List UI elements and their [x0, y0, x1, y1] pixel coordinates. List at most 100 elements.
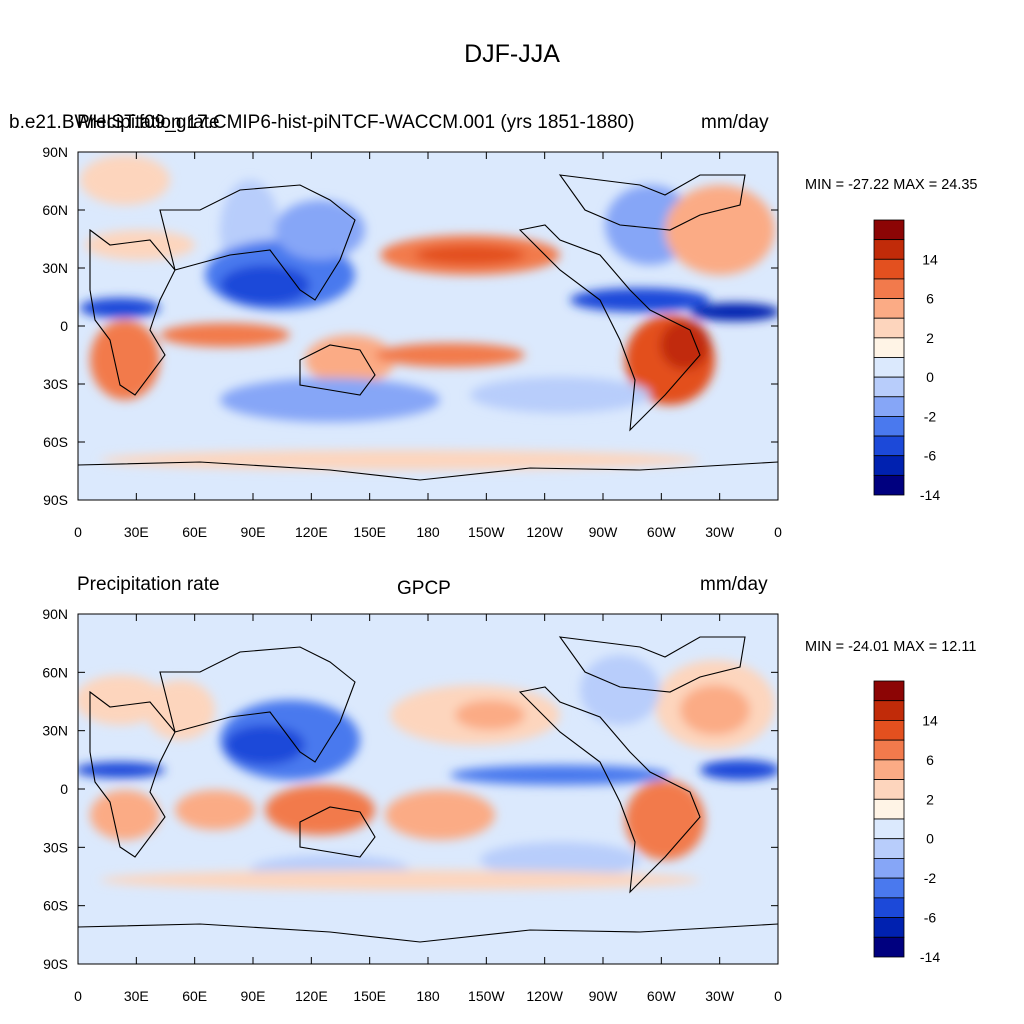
y-tick-label: 90N [42, 606, 68, 622]
y-tick-label: 0 [60, 781, 68, 797]
colorbar-swatch [873, 455, 905, 476]
colorbar-swatch [873, 877, 905, 899]
colorbar-label: -14 [920, 487, 940, 503]
y-tick-label: 60N [42, 202, 68, 218]
colorbar-swatch [873, 720, 905, 741]
colorbar-swatch [873, 317, 905, 339]
x-tick-label: 60W [647, 524, 677, 540]
colorbar-swatch [873, 298, 905, 319]
y-tick-label: 60S [43, 434, 68, 450]
x-tick-label: 60E [182, 524, 207, 540]
x-tick-label: 150W [468, 988, 505, 1004]
panel1-variable-overlay: Precipitation rate [77, 112, 220, 133]
colorbar-label: 14 [922, 712, 938, 728]
colorbar-swatch [873, 700, 905, 721]
x-tick-label: 0 [774, 988, 782, 1004]
y-tick-label: 90N [42, 144, 68, 160]
y-tick-label: 30S [43, 839, 68, 855]
y-tick-label: 60N [42, 664, 68, 680]
colorbar-label: -6 [924, 910, 937, 926]
colorbar-label: 2 [926, 330, 934, 346]
panel1-minmax: MIN = -27.22 MAX = 24.35 [805, 177, 978, 193]
panel2-center-title: GPCP [397, 578, 451, 599]
colorbar-swatch [873, 239, 905, 260]
y-tick-label: 30N [42, 260, 68, 276]
colorbar-swatch [873, 759, 905, 780]
colorbar-label: -14 [920, 949, 940, 965]
y-tick-label: 90S [43, 492, 68, 508]
colorbar-label: -6 [924, 448, 937, 464]
x-tick-label: 150W [468, 524, 505, 540]
y-tick-label: 30N [42, 723, 68, 739]
x-tick-label: 180 [416, 988, 440, 1004]
colorbar-swatch [873, 680, 905, 702]
y-tick-label: 30S [43, 376, 68, 392]
colorbar-swatch [873, 357, 905, 378]
panel1-axes: 0 30E 60E 90E 120E 150E 180 150W 120W 90W 60W 30W 09… [42, 144, 782, 540]
panel2-map [78, 614, 778, 964]
x-tick-label: 150E [353, 988, 386, 1004]
colorbar-label: 6 [926, 752, 934, 768]
x-tick-label: 120E [295, 524, 328, 540]
colorbar-swatch [873, 858, 905, 879]
colorbar-label: 0 [926, 369, 934, 385]
y-tick-label: 60S [43, 898, 68, 914]
colorbar-swatch [873, 416, 905, 437]
x-tick-label: 60W [647, 988, 677, 1004]
panel2-colorbar: 14 6 2 0 -2 -6 -14 [873, 680, 940, 965]
x-tick-label: 120E [295, 988, 328, 1004]
colorbar-swatch [873, 258, 905, 280]
x-tick-label: 30W [705, 524, 735, 540]
colorbar-swatch [873, 779, 905, 800]
x-tick-label: 120W [526, 988, 563, 1004]
panel1-coastlines [78, 174, 778, 481]
x-tick-label: 180 [416, 524, 440, 540]
main-title: DJF-JJA [464, 40, 560, 68]
x-tick-label: 90W [589, 988, 619, 1004]
colorbar-swatch [873, 396, 905, 417]
colorbar-label: 2 [926, 791, 934, 807]
x-tick-label: 150E [353, 524, 386, 540]
panel2-right-title: mm/day [700, 574, 768, 595]
colorbar-swatch [873, 838, 905, 859]
colorbar-swatch [873, 798, 905, 820]
colorbar-swatch [873, 818, 905, 840]
colorbar-swatch [873, 376, 905, 398]
colorbar-label: 0 [926, 831, 934, 847]
colorbar-swatch [873, 936, 905, 958]
colorbar-swatch [873, 337, 905, 358]
x-tick-label: 0 [774, 524, 782, 540]
panel1-units-overlay: mm/day [701, 112, 769, 133]
panel2-left-title: Precipitation rate [77, 574, 220, 595]
colorbar-label: -2 [924, 870, 937, 886]
x-tick-label: 90W [589, 524, 619, 540]
x-tick-label: 120W [526, 524, 563, 540]
colorbar-label: 6 [926, 291, 934, 307]
x-tick-label: 60E [182, 988, 207, 1004]
panel2-minmax: MIN = -24.01 MAX = 12.11 [805, 639, 977, 655]
colorbar-swatch [873, 739, 905, 761]
x-tick-label: 0 [74, 524, 82, 540]
colorbar-swatch [873, 435, 905, 457]
panel2-axes: 0 30E 60E 90E 120E 150E 180 150W 120W 90W 60W 30W 09… [42, 606, 782, 1004]
panel1-colorbar: 14 6 2 0 -2 -6 -14 [873, 219, 940, 503]
colorbar-swatch [873, 897, 905, 918]
y-tick-label: 0 [60, 318, 68, 334]
x-tick-label: 90E [241, 524, 266, 540]
panel2-coastlines [78, 636, 778, 943]
colorbar-label: -2 [924, 408, 937, 424]
colorbar-swatch [873, 219, 905, 241]
colorbar-swatch [873, 917, 905, 938]
x-tick-label: 90E [241, 988, 266, 1004]
colorbar-swatch [873, 278, 905, 299]
x-tick-label: 30E [124, 524, 149, 540]
x-tick-label: 0 [74, 988, 82, 1004]
panel1-left-title: b.e21.BWHIST.f09_g17.CMIP6-hist-piNTCF-W… [9, 112, 635, 133]
x-tick-label: 30E [124, 988, 149, 1004]
colorbar-label: 14 [922, 251, 938, 267]
colorbar-swatch [873, 474, 905, 496]
y-tick-label: 90S [43, 956, 68, 972]
x-tick-label: 30W [705, 988, 735, 1004]
panel1-map [78, 152, 778, 500]
